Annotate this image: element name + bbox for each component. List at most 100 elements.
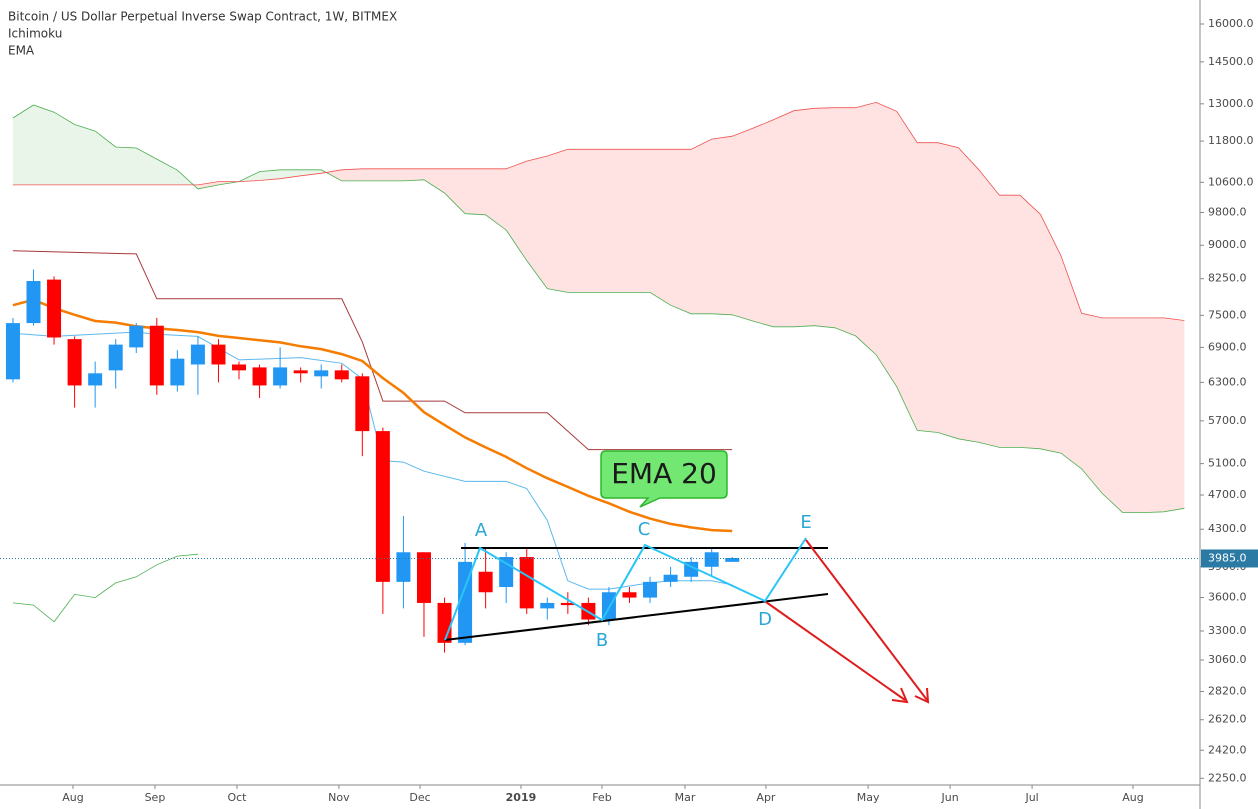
cloud-fill [567, 149, 589, 293]
cloud-fill [1019, 195, 1041, 449]
candle-body [129, 325, 144, 348]
candle-body [252, 367, 267, 386]
candle-body [5, 323, 20, 380]
cloud-fill [54, 112, 75, 185]
cloud-fill [1143, 317, 1164, 513]
x-tick-label: 2019 [506, 791, 537, 804]
cloud-fill [444, 168, 466, 214]
cloud-fill [465, 168, 486, 215]
candle-body [314, 370, 329, 377]
cloud-fill [793, 108, 815, 327]
x-tick-label: Apr [756, 791, 776, 804]
arrow-head [891, 687, 909, 704]
candle-body [293, 370, 308, 374]
cloud-fill [876, 102, 897, 387]
indicator-line [12, 250, 733, 451]
y-tick-label: 11800.0 [1208, 134, 1254, 147]
indicator-name: EMA [8, 44, 35, 58]
chart-title: Bitcoin / US Dollar Perpetual Inverse Sw… [8, 10, 397, 24]
time-axis-bg [0, 785, 1258, 809]
indicator-name: Ichimoku [8, 27, 62, 41]
candle-body [26, 281, 41, 324]
cloud-fill [362, 168, 383, 181]
candle-body [149, 325, 164, 386]
cloud-fill [917, 142, 938, 433]
cloud-fill [1061, 256, 1082, 469]
cloud-fill [382, 168, 404, 181]
candle-body [232, 364, 247, 371]
y-tick-label: 3060.0 [1208, 653, 1247, 666]
candle-body [88, 373, 103, 386]
cloud-fill [732, 128, 753, 322]
x-tick-label: Dec [409, 791, 430, 804]
y-tick-label: 3300.0 [1208, 624, 1247, 637]
candle-body [663, 574, 678, 582]
candle-body [334, 370, 349, 380]
y-tick-label: 14500.0 [1208, 55, 1254, 68]
cloud-fill [1040, 214, 1062, 454]
candle-body [519, 557, 534, 609]
price-axis-bg [1200, 0, 1258, 809]
x-tick-label: Oct [227, 791, 247, 804]
cloud-fill [1081, 313, 1103, 494]
last-price-label: 3985.0 [1208, 551, 1247, 564]
candle-body [458, 561, 473, 643]
cloud-fill [752, 119, 774, 327]
candle-body [725, 558, 740, 562]
cloud-fill [999, 195, 1020, 448]
cloud-fill [259, 169, 281, 181]
candle-body [704, 552, 719, 567]
cloud-fill [115, 146, 137, 185]
cloud-fill [588, 149, 609, 293]
candle-body [375, 431, 390, 582]
x-tick-label: Mar [675, 791, 696, 804]
y-tick-label: 6300.0 [1208, 375, 1247, 388]
point-label: D [758, 609, 772, 630]
callout-text: EMA 20 [611, 457, 717, 490]
cloud-fill [403, 168, 424, 181]
point-label: B [596, 630, 608, 651]
candle-body [170, 358, 185, 386]
x-tick-label: Jul [1024, 791, 1038, 804]
candle-body [437, 602, 452, 643]
wave-path [444, 537, 807, 641]
candle-body [211, 344, 226, 365]
cloud-fill [958, 147, 979, 443]
y-tick-label: 2250.0 [1208, 771, 1247, 784]
cloud-fill [814, 107, 836, 328]
cloud-fill [341, 168, 363, 181]
drawings: EMA 20 A B C D E [444, 450, 930, 704]
y-tick-label: 3600.0 [1208, 591, 1247, 604]
cloud-fill [95, 131, 116, 185]
y-tick-label: 4300.0 [1208, 522, 1247, 535]
cloud-fill [423, 168, 445, 193]
cloud-fill [1102, 317, 1123, 513]
callout-box [600, 450, 728, 508]
candle-body [478, 571, 493, 593]
candle-body [416, 552, 431, 603]
y-tick-label: 5700.0 [1208, 414, 1247, 427]
cloud-fill [33, 105, 55, 185]
candle-body [622, 592, 637, 598]
candle-body [47, 279, 62, 338]
candle-body [396, 552, 411, 582]
candle-body [108, 344, 123, 371]
candle-body [67, 339, 82, 386]
point-label: E [800, 512, 811, 533]
y-tick-label: 9800.0 [1208, 205, 1247, 218]
cloud-fill [711, 136, 733, 315]
arrow-head [914, 687, 930, 704]
candle-body [643, 581, 658, 598]
y-tick-label: 8250.0 [1208, 272, 1247, 285]
x-tick-label: May [857, 791, 880, 804]
y-tick-label: 2620.0 [1208, 713, 1247, 726]
candle-body [273, 367, 288, 386]
y-tick-label: 4700.0 [1208, 488, 1247, 501]
arrow [765, 601, 906, 701]
y-tick-label: 9000.0 [1208, 238, 1247, 251]
cloud-fill [629, 149, 651, 293]
y-tick-label: 2820.0 [1208, 684, 1247, 697]
